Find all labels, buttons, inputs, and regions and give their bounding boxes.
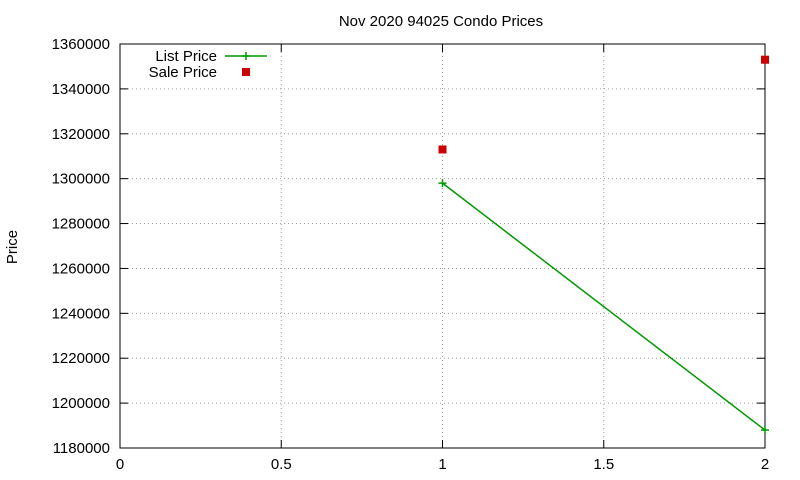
series-layer — [438, 55, 769, 435]
y-tick-label: 1340000 — [52, 81, 110, 98]
x-tick-label: 1.5 — [593, 456, 614, 473]
y-tick-label: 1180000 — [53, 440, 110, 457]
y-axis-label: Price — [4, 230, 21, 264]
legend-marker-sale-price — [242, 68, 250, 76]
list-price-point — [761, 426, 769, 435]
legend-label-list-price: List Price — [155, 48, 217, 65]
axis-ticks: 0 0.5 1 1.5 2 1180000 1200000 1220000 1240000 126… — [52, 36, 770, 473]
y-tick-label: 1200000 — [52, 395, 110, 412]
sale-price-point — [438, 145, 447, 154]
y-tick-label: 1260000 — [52, 260, 110, 277]
y-tick-label: 1280000 — [52, 216, 110, 233]
y-tick-label: 1320000 — [52, 126, 110, 143]
y-tick-label: 1220000 — [52, 350, 110, 367]
x-tick-label: 1 — [438, 456, 446, 473]
legend-marker-list-price — [242, 52, 250, 60]
x-tick-label: 2 — [761, 456, 769, 473]
x-tick-label: 0.5 — [271, 456, 292, 473]
legend-label-sale-price: Sale Price — [149, 64, 217, 81]
y-tick-label: 1240000 — [52, 305, 110, 322]
x-tick-label: 0 — [116, 456, 124, 473]
grid-lines — [120, 44, 765, 448]
list-price-line — [442, 182, 766, 431]
y-tick-label: 1300000 — [52, 171, 110, 188]
sale-price-point — [761, 55, 769, 64]
y-tick-label: 1360000 — [52, 36, 110, 53]
chart-title: Nov 2020 94025 Condo Prices — [339, 13, 543, 30]
list-price-point — [438, 179, 447, 188]
